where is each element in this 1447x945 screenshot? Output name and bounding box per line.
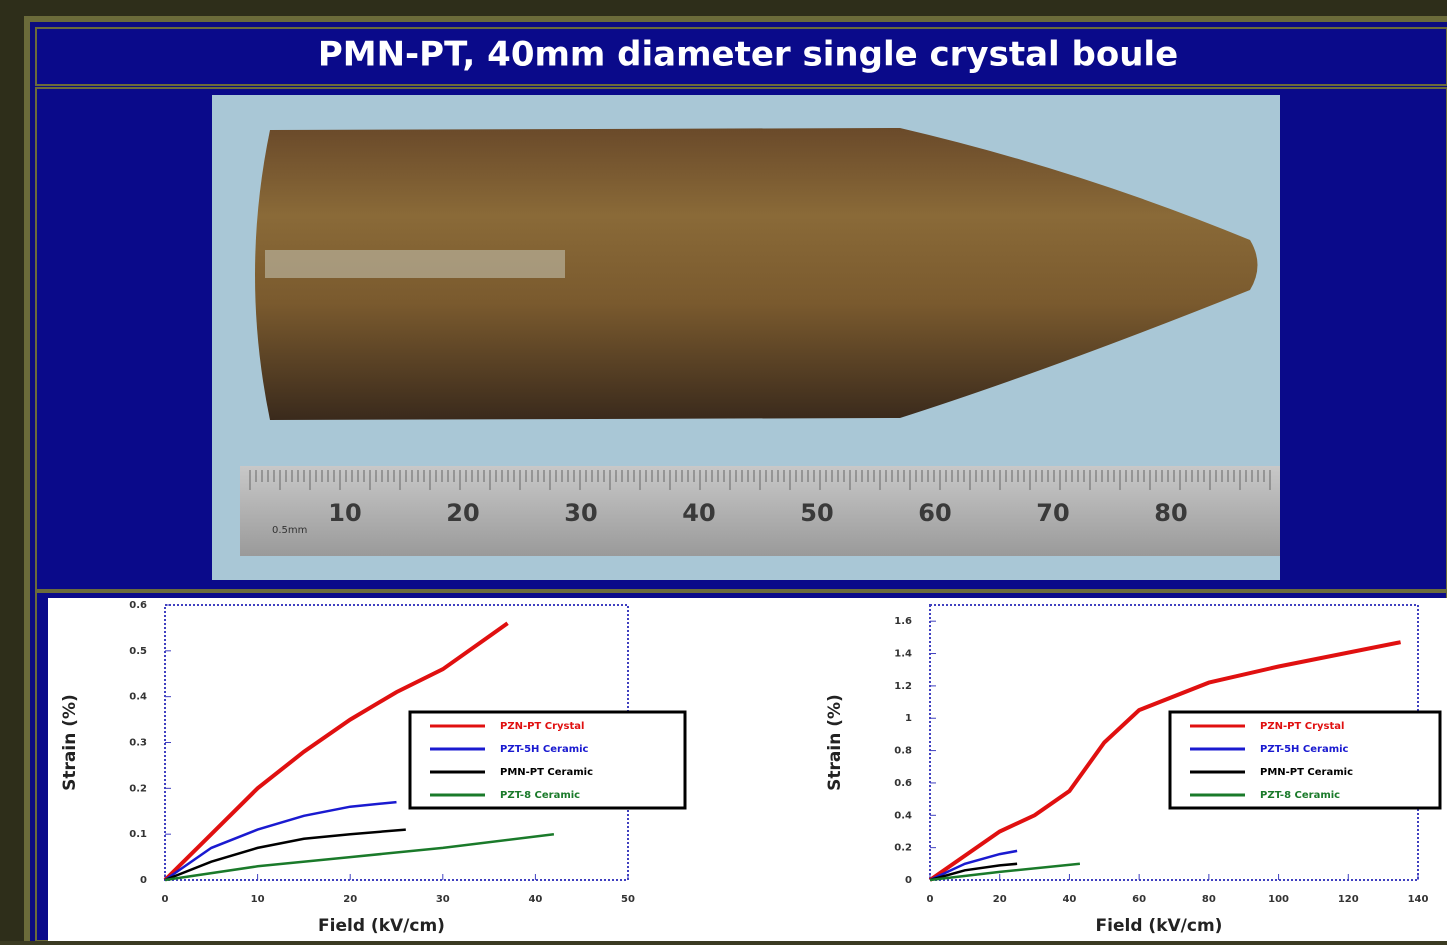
x-tick-label: 80 <box>1202 894 1216 905</box>
y-tick-label: 0.8 <box>894 746 912 757</box>
y-tick-label: 0.1 <box>129 829 147 840</box>
x-tick-label: 20 <box>343 894 357 905</box>
legend-label: PZT-5H Ceramic <box>1260 744 1349 755</box>
y-tick-label: 1 <box>905 713 912 724</box>
y-tick-label: 0.5 <box>129 646 147 657</box>
y-tick-label: 0 <box>140 875 147 886</box>
legend-label: PMN-PT Ceramic <box>500 767 593 778</box>
y-tick-label: 0 <box>905 875 912 886</box>
x-axis-label: Field (kV/cm) <box>318 916 445 936</box>
ruler-label: 20 <box>446 499 479 527</box>
x-tick-label: 140 <box>1408 894 1429 905</box>
ruler-label: 50 <box>800 499 833 527</box>
y-tick-label: 0.6 <box>894 778 912 789</box>
y-tick-label: 0.3 <box>129 738 147 749</box>
x-tick-label: 20 <box>993 894 1007 905</box>
x-tick-label: 30 <box>436 894 450 905</box>
slide: PMN-PT, 40mm diameter single crystal bou… <box>0 0 1447 941</box>
legend-label: PZT-8 Ceramic <box>1260 790 1340 801</box>
y-tick-label: 0.4 <box>129 692 147 703</box>
y-tick-label: 0.4 <box>894 810 912 821</box>
page: PMN-PT, 40mm diameter single crystal bou… <box>0 0 1447 941</box>
x-tick-label: 120 <box>1338 894 1359 905</box>
legend-label: PZN-PT Crystal <box>500 721 584 732</box>
y-tick-label: 0.2 <box>129 783 147 794</box>
ruler-label: 10 <box>328 499 361 527</box>
boule-facet <box>265 250 565 278</box>
y-tick-label: 0.2 <box>894 843 912 854</box>
ruler-note: 0.5mm <box>272 525 307 536</box>
x-tick-label: 0 <box>162 894 169 905</box>
y-axis-label: Strain (%) <box>60 694 80 791</box>
y-tick-label: 1.4 <box>894 649 912 660</box>
ruler-label: 70 <box>1036 499 1069 527</box>
ruler-label: 80 <box>1154 499 1187 527</box>
x-tick-label: 100 <box>1268 894 1289 905</box>
title: PMN-PT, 40mm diameter single crystal bou… <box>318 35 1178 75</box>
x-tick-label: 50 <box>621 894 635 905</box>
y-tick-label: 1.2 <box>894 681 912 692</box>
legend-label: PZN-PT Crystal <box>1260 721 1344 732</box>
ruler-label: 40 <box>682 499 715 527</box>
legend-label: PMN-PT Ceramic <box>1260 767 1353 778</box>
ruler-label: 30 <box>564 499 597 527</box>
x-tick-label: 40 <box>1062 894 1076 905</box>
legend-label: PZT-8 Ceramic <box>500 790 580 801</box>
x-tick-label: 10 <box>251 894 265 905</box>
ruler-label: 60 <box>918 499 951 527</box>
legend-label: PZT-5H Ceramic <box>500 744 589 755</box>
y-tick-label: 1.6 <box>894 616 912 627</box>
x-axis-label: Field (kV/cm) <box>1096 916 1223 936</box>
x-tick-label: 40 <box>528 894 542 905</box>
y-axis-label: Strain (%) <box>825 694 845 791</box>
x-tick-label: 60 <box>1132 894 1146 905</box>
x-tick-label: 0 <box>927 894 934 905</box>
y-tick-label: 0.6 <box>129 600 147 611</box>
